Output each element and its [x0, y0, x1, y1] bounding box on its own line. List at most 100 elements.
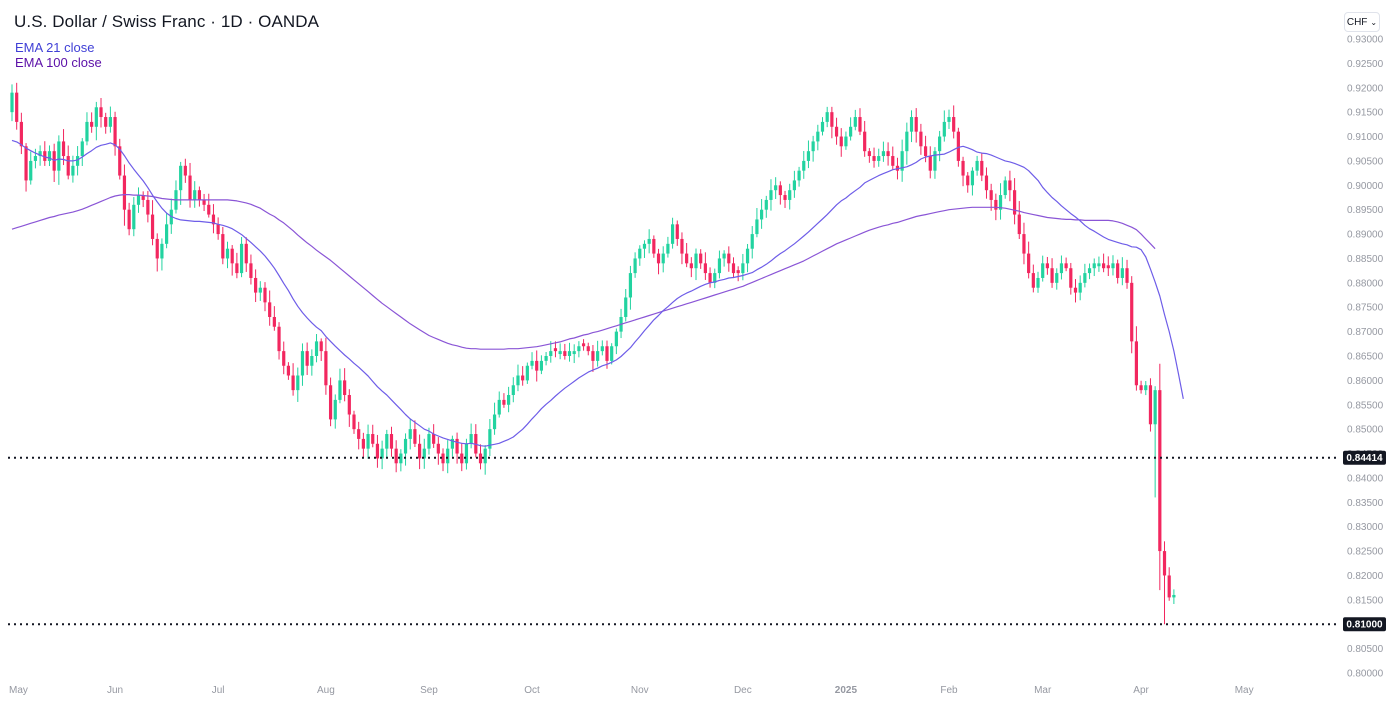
candle-body	[155, 238, 159, 259]
candle-body	[745, 248, 750, 264]
candle-body	[328, 385, 333, 420]
candle-body	[10, 92, 14, 113]
candle-body	[38, 151, 42, 157]
candle-body	[952, 117, 956, 132]
candle-body	[202, 199, 206, 205]
candle-body	[1003, 180, 1007, 196]
x-tick-label: May	[1235, 685, 1254, 696]
candle-body	[1059, 263, 1064, 274]
candle-body	[694, 253, 698, 269]
y-tick-label: 0.90000	[1347, 181, 1384, 192]
candle-body	[722, 253, 726, 259]
candle-body	[1125, 268, 1129, 283]
legend-ema100[interactable]: EMA 100 close	[15, 55, 102, 70]
chevron-down-icon: ⌄	[1370, 17, 1378, 27]
candle-body	[488, 429, 492, 449]
candle-body	[905, 131, 909, 152]
legend-ema21[interactable]: EMA 21 close	[15, 40, 95, 55]
candle-body	[886, 151, 890, 157]
candle-body	[670, 224, 675, 244]
y-tick-label: 0.88500	[1347, 254, 1384, 265]
candle-body	[80, 141, 84, 157]
candle-body	[272, 316, 276, 327]
y-tick-label: 0.87000	[1347, 327, 1384, 338]
candle-body	[614, 331, 618, 347]
y-tick-label: 0.92500	[1347, 59, 1384, 70]
candle-body	[656, 253, 661, 264]
y-tick-label: 0.86500	[1347, 352, 1384, 363]
candle-body	[118, 146, 122, 176]
candle-body	[980, 160, 984, 176]
candle-body	[300, 351, 305, 376]
candle-body	[502, 399, 506, 405]
x-tick-label: Dec	[734, 685, 752, 696]
currency-button[interactable]: CHF ⌄	[1344, 12, 1380, 32]
candle-body	[956, 131, 960, 161]
candle-body	[347, 395, 351, 415]
candle-body	[1153, 390, 1157, 425]
candle-body	[1172, 594, 1176, 598]
candle-body	[104, 117, 108, 127]
candle-body	[1078, 282, 1082, 293]
candle-body	[221, 234, 225, 259]
candle-body	[699, 253, 703, 264]
candle-body	[71, 165, 75, 176]
candle-body	[539, 360, 544, 371]
candle-body	[385, 434, 389, 449]
candle-body	[563, 351, 567, 356]
candle-body	[970, 170, 975, 186]
candle-body	[1055, 273, 1059, 283]
candle-body	[797, 170, 801, 181]
candle-body	[1008, 180, 1012, 191]
candle-body	[1144, 385, 1148, 391]
candle-body	[1111, 263, 1115, 269]
candle-body	[361, 438, 365, 449]
candle-body	[516, 375, 520, 386]
candle-body	[24, 146, 28, 181]
candle-body	[497, 399, 501, 415]
candle-body	[1092, 263, 1096, 269]
x-tick-label: Jun	[107, 685, 123, 696]
y-tick-label: 0.93000	[1347, 35, 1384, 46]
candle-body	[942, 121, 946, 137]
y-tick-label: 0.85500	[1347, 400, 1384, 411]
candle-body	[736, 270, 740, 274]
candle-body	[685, 253, 689, 264]
candle-body	[15, 92, 19, 122]
candle-body	[1167, 575, 1171, 598]
candle-body	[966, 175, 970, 186]
candle-body	[1031, 273, 1035, 288]
candle-body	[928, 156, 932, 171]
candle-body	[225, 248, 230, 259]
x-tick-label: Mar	[1034, 685, 1052, 696]
candle-body	[525, 365, 529, 381]
x-tick-label: Oct	[524, 685, 540, 696]
candle-body	[586, 346, 590, 352]
candle-body	[141, 195, 145, 200]
candle-body	[778, 185, 782, 196]
candle-body	[338, 380, 342, 400]
candle-body	[755, 219, 759, 235]
candle-body	[511, 385, 515, 396]
y-tick-label: 0.84000	[1347, 473, 1384, 484]
candle-body	[933, 151, 937, 171]
candle-body	[549, 351, 553, 356]
y-tick-label: 0.83500	[1347, 498, 1384, 509]
candle-body	[282, 351, 286, 366]
candle-body	[85, 121, 89, 142]
candle-body	[492, 414, 497, 430]
candle-body	[703, 263, 707, 274]
candle-body	[1106, 265, 1110, 269]
candle-body	[820, 121, 825, 132]
candle-body	[914, 117, 918, 132]
candle-body	[188, 175, 192, 200]
candle-body	[324, 351, 328, 386]
candle-body	[314, 341, 319, 356]
symbol-title[interactable]: U.S. Dollar / Swiss Franc · 1D · OANDA	[14, 12, 320, 31]
candle-body	[268, 302, 272, 317]
candle-body	[1162, 551, 1167, 576]
candle-body	[57, 141, 61, 171]
candle-body	[507, 395, 511, 405]
candle-body	[652, 238, 656, 254]
